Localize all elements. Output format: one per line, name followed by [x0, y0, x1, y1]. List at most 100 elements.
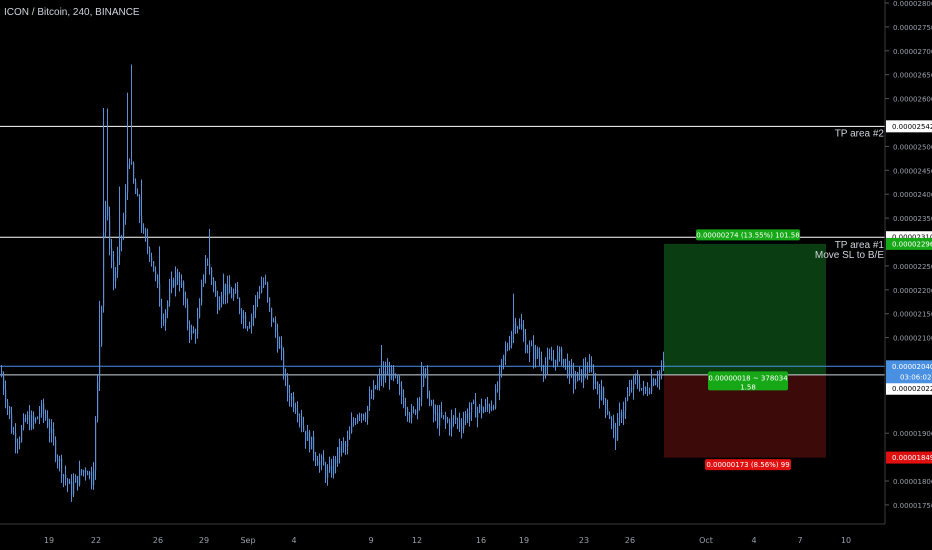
candle-body	[533, 344, 535, 360]
candle-body	[589, 364, 591, 372]
candle-body	[453, 416, 455, 418]
candle-body	[189, 324, 191, 335]
candle-body	[611, 419, 613, 421]
candle-body	[371, 396, 373, 398]
candle-body	[463, 420, 465, 429]
candle-body	[93, 470, 95, 486]
candle-body	[127, 164, 129, 193]
candle-body	[505, 348, 507, 356]
candle-body	[363, 414, 365, 419]
candle-body	[245, 315, 247, 328]
candle-body	[393, 367, 395, 375]
candle-body	[619, 412, 621, 418]
profit-label[interactable]	[696, 229, 800, 241]
candle-body	[235, 289, 237, 293]
candle-body	[63, 474, 65, 477]
candle-body	[215, 286, 217, 296]
candle-body	[569, 364, 571, 377]
candle-body	[435, 412, 437, 414]
candle-body	[227, 284, 229, 296]
candle-body	[131, 162, 133, 164]
candle-body	[273, 321, 275, 323]
candle-body	[601, 388, 603, 400]
candle-body	[39, 413, 41, 418]
candle-body	[169, 288, 171, 303]
stop-price-tag-text: 0.00001849	[892, 454, 932, 462]
candle-body	[621, 412, 623, 418]
candle-body	[97, 381, 99, 420]
candle-body	[361, 414, 363, 416]
candle-body	[59, 458, 61, 462]
candle-body	[141, 215, 143, 230]
candle-body	[469, 412, 471, 419]
candle-body	[549, 356, 551, 358]
candle-body	[1, 371, 3, 377]
candle-body	[95, 419, 97, 471]
loss-label[interactable]	[705, 459, 791, 471]
candle-body	[491, 406, 493, 410]
candle-body	[15, 432, 17, 444]
candle-body	[433, 403, 435, 414]
candle-body	[543, 367, 545, 373]
candle-body	[241, 310, 243, 319]
candle-body	[455, 416, 457, 420]
candle-body	[89, 471, 91, 476]
candle-body	[457, 419, 459, 421]
price-tick-label: 0.00001800	[893, 478, 932, 486]
candle-body	[231, 293, 233, 298]
candle-body	[47, 418, 49, 427]
candle-body	[263, 281, 265, 286]
candle-body	[285, 375, 287, 378]
candle-body	[385, 370, 387, 376]
candle-body	[605, 398, 607, 410]
candle-body	[383, 370, 385, 380]
candle-body	[247, 327, 249, 329]
candle-body	[261, 285, 263, 293]
candle-body	[207, 263, 209, 266]
profit-zone[interactable]	[664, 243, 826, 375]
candle-body	[467, 413, 469, 419]
candle-body	[515, 322, 517, 329]
candle-body	[167, 302, 169, 312]
candle-body	[487, 404, 489, 407]
candle-body	[473, 401, 475, 403]
candle-body	[213, 279, 215, 287]
candle-body	[307, 431, 309, 441]
candle-body	[399, 382, 401, 387]
price-tick-label: 0.00002500	[893, 143, 932, 151]
price-tick-label: 0.00002700	[893, 48, 932, 56]
price-axis[interactable]: 0.00002800 0.00002750 0.00002700 0.00002650…	[885, 0, 932, 510]
candle-body	[639, 383, 641, 390]
time-axis[interactable]: 19 22 26 29 Sep 4 9 12 16 19 23 26 Oct 4 7 10	[44, 536, 851, 545]
candle-body	[357, 415, 359, 423]
tp1-price-tag-text: 0.00002310	[892, 234, 932, 242]
candle-body	[391, 367, 393, 380]
candle-body	[353, 421, 355, 423]
candle-body	[571, 364, 573, 370]
candle-body	[443, 415, 445, 417]
candle-body	[183, 281, 185, 298]
time-tick-label: 10	[841, 536, 851, 545]
candle-body	[583, 366, 585, 381]
candle-body	[555, 359, 557, 365]
candle-body	[599, 390, 601, 400]
candle-body	[651, 379, 653, 392]
candle-body	[517, 327, 519, 329]
candle-body	[113, 261, 115, 281]
candle-body	[75, 476, 77, 483]
candle-body	[49, 426, 51, 434]
candle-body	[67, 479, 69, 484]
candle-body	[511, 332, 513, 346]
candle-body	[613, 420, 615, 429]
candle-body	[151, 256, 153, 262]
position-center-label[interactable]	[708, 371, 788, 391]
candle-body	[177, 272, 179, 282]
candle-body	[419, 399, 421, 401]
candle-body	[109, 216, 111, 249]
candle-body	[53, 428, 55, 440]
candle-body	[323, 457, 325, 466]
symbol-title[interactable]: ICON / Bitcoin, 240, BINANCE	[4, 7, 140, 18]
time-tick-label: 22	[91, 536, 101, 545]
